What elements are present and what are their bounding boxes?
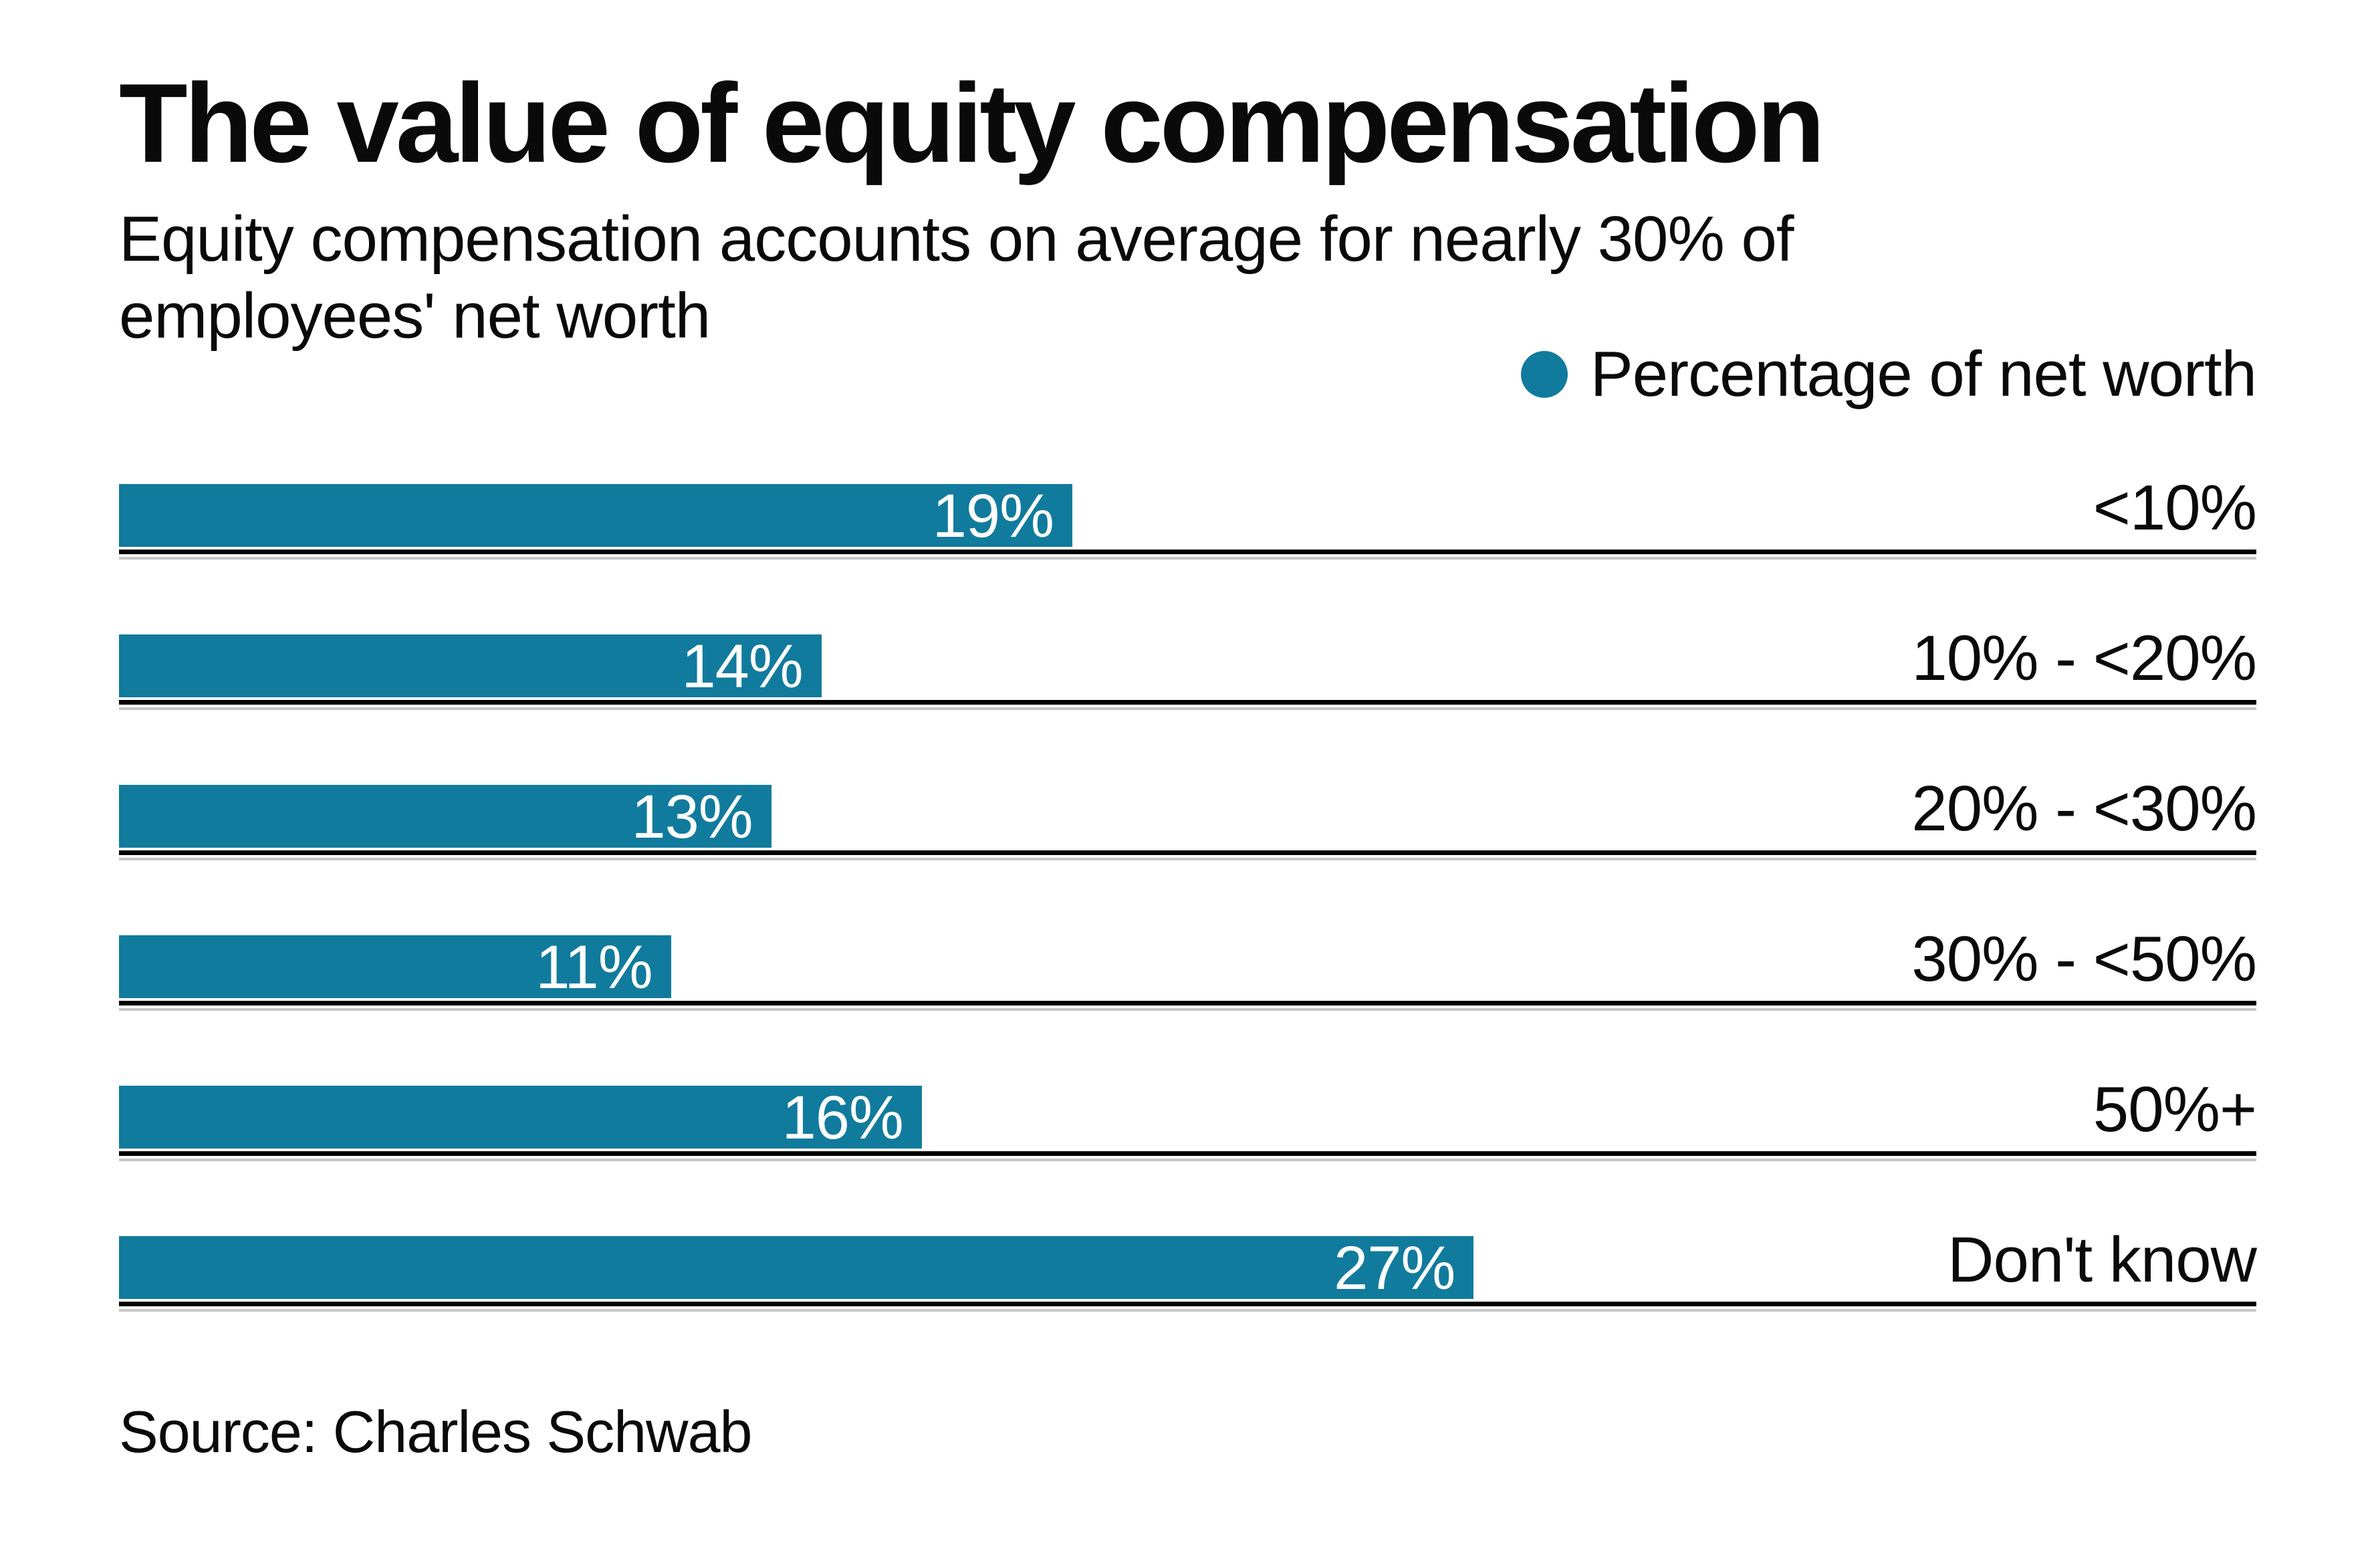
category-label: Don't know [1947, 1224, 2257, 1296]
category-label: 50%+ [2093, 1074, 2257, 1145]
bar: 11% [119, 933, 671, 1001]
row-baseline [119, 550, 2256, 554]
chart-subtitle: Equity compensation accounts on average … [119, 201, 1794, 354]
legend-marker-icon [1520, 351, 1568, 398]
bar-row: 13% 20% - <30% [119, 776, 2257, 935]
bar: 13% [119, 783, 771, 851]
bar-value-label: 13% [631, 783, 753, 851]
bar-row: 16% 50%+ [119, 1076, 2257, 1236]
bar-row: 14% 10% - <20% [119, 625, 2257, 785]
chart-title: The value of equity compensation [119, 60, 1825, 186]
bar-row: 27% Don't know [119, 1227, 2257, 1387]
bar-row: 19% <10% [119, 475, 2257, 634]
row-baseline-shadow [119, 557, 2256, 560]
row-baseline [119, 1302, 2256, 1306]
bar-value-label: 11% [536, 933, 652, 1001]
row-baseline-shadow [119, 1159, 2256, 1161]
bar-value-label: 14% [681, 632, 804, 701]
bar: 27% [119, 1234, 1474, 1302]
legend-label: Percentage of net worth [1590, 338, 2257, 410]
row-baseline-shadow [119, 1309, 2256, 1312]
legend: Percentage of net worth [1520, 338, 2257, 411]
bar-chart-rows: 19% <10% 14% 10% - <20% 13% 20% - <30% 1… [119, 475, 2257, 1387]
category-label: 30% - <50% [1911, 923, 2257, 995]
row-baseline-shadow [119, 1008, 2256, 1011]
row-baseline [119, 850, 2256, 855]
row-baseline [119, 700, 2256, 705]
bar-value-label: 19% [932, 482, 1054, 550]
category-label: <10% [2093, 472, 2257, 544]
bar: 14% [119, 632, 822, 701]
row-baseline-shadow [119, 707, 2256, 710]
bar-row: 11% 30% - <50% [119, 926, 2257, 1086]
row-baseline [119, 1001, 2256, 1005]
row-baseline [119, 1151, 2256, 1156]
category-label: 20% - <30% [1911, 773, 2257, 844]
chart-subtitle-line-1: Equity compensation accounts on average … [119, 203, 1794, 275]
row-baseline-shadow [119, 858, 2256, 860]
bar: 16% [119, 1084, 922, 1152]
category-label: 10% - <20% [1911, 622, 2257, 694]
source-note: Source: Charles Schwab [119, 1399, 752, 1465]
bar-value-label: 27% [1334, 1234, 1455, 1302]
bar: 19% [119, 482, 1072, 550]
bar-value-label: 16% [782, 1084, 904, 1152]
chart-subtitle-line-2: employees' net worth [119, 280, 711, 352]
